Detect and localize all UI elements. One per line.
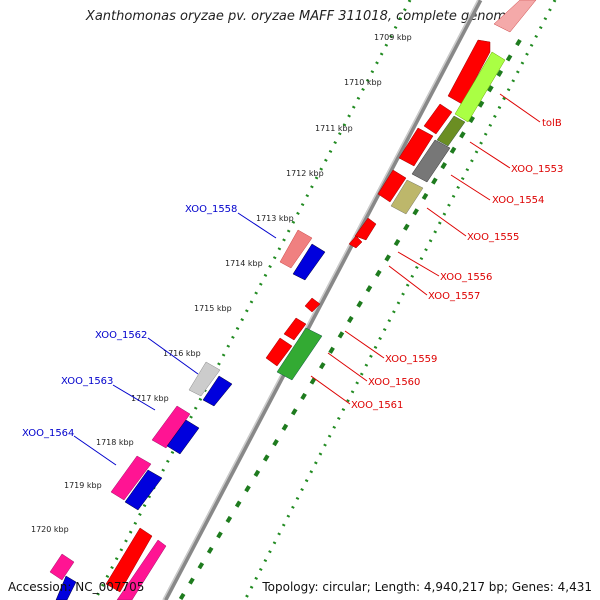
- forward-gene-arrow: [202, 375, 233, 407]
- reverse-gene-arrow: [105, 527, 153, 593]
- reverse-gene-arrow: [423, 103, 453, 135]
- tick-label: 1711 kbp: [315, 124, 353, 133]
- reverse-gene-arrow: [454, 51, 506, 123]
- tick-label: 1710 kbp: [344, 78, 382, 87]
- leader-line: [147, 337, 199, 375]
- leader-line: [73, 435, 117, 466]
- leader-line: [426, 207, 467, 237]
- forward-gene-arrow: [55, 575, 77, 600]
- leader-line: [499, 93, 541, 123]
- reverse-gene-arrow: [354, 217, 377, 241]
- topology-text: Topology: circular; Length: 4,940,217 bp…: [262, 580, 592, 594]
- reverse-gene-leaders: [310, 93, 541, 405]
- leader-line: [310, 375, 351, 405]
- genome-axis: [162, 0, 483, 600]
- forward-gene-arrow: [110, 455, 152, 501]
- leader-line: [344, 330, 385, 359]
- leader-line: [469, 141, 511, 169]
- tick-label: 1718 kbp: [96, 438, 134, 447]
- leader-line: [450, 174, 491, 201]
- leader-line: [327, 352, 368, 382]
- tick-label: 1720 kbp: [31, 525, 69, 534]
- reverse-gene-arrow: [283, 317, 307, 341]
- gene-label: XOO_1555: [467, 232, 519, 243]
- leader-line: [237, 212, 277, 239]
- reverse-gene-arrow: [304, 297, 321, 313]
- gene-label: XOO_1560: [368, 377, 420, 388]
- gene-label: XOO_1557: [428, 291, 480, 302]
- tick-label: 1715 kbp: [194, 304, 232, 313]
- tick-label: 1717 kbp: [131, 394, 169, 403]
- inner-dotted-track: [93, 0, 412, 600]
- reverse-gene-arrow: [265, 337, 293, 367]
- tick-label: 1713 kbp: [256, 214, 294, 223]
- tick-label: 1716 kbp: [163, 349, 201, 358]
- reverse-gene-arrow: [436, 115, 466, 147]
- gene-label: tolB: [542, 118, 562, 129]
- reverse-gene-arrow: [377, 169, 407, 203]
- reverse-gene-arrow: [398, 127, 434, 167]
- tick-label: 1714 kbp: [225, 259, 263, 268]
- forward-gene-arrow: [292, 243, 326, 281]
- forward-gene-arrow: [49, 553, 75, 581]
- leader-line: [388, 265, 428, 296]
- reverse-gene-arrow: [116, 539, 167, 600]
- accession-text: Accession: NC_007705: [8, 580, 145, 594]
- gene-label: XOO_1564: [22, 428, 74, 439]
- genome-axis-highlight: [162, 0, 479, 600]
- tick-label: 1712 kbp: [286, 169, 324, 178]
- reverse-gene-arrow: [411, 139, 451, 183]
- reverse-genes: [105, 0, 537, 600]
- gene-label: XOO_1559: [385, 354, 437, 365]
- genome-title: Xanthomonas oryzae pv. oryzae MAFF 31101…: [85, 9, 515, 24]
- forward-genes: [49, 229, 326, 600]
- forward-gene-arrow: [188, 361, 221, 397]
- gene-label: XOO_1563: [61, 376, 113, 387]
- reverse-gene-arrow: [447, 39, 491, 105]
- forward-gene-arrow: [166, 419, 200, 455]
- reverse-gene-arrow: [348, 235, 363, 249]
- leader-line: [112, 384, 156, 411]
- gene-label: XOO_1553: [511, 164, 563, 175]
- reverse-gene-labels: tolB XOO_1553 XOO_1554 XOO_1555 XOO_1556…: [351, 118, 563, 411]
- leader-line: [397, 251, 440, 277]
- forward-gene-labels: XOO_1558 XOO_1562 XOO_1563 XOO_1564: [22, 204, 237, 439]
- reverse-gene-arrow: [493, 0, 537, 33]
- reverse-gene-arrow: [276, 327, 323, 381]
- forward-gene-arrow: [124, 469, 163, 511]
- forward-gene-leaders: [73, 212, 277, 466]
- tick-labels: 1709 kbp 1710 kbp 1711 kbp 1712 kbp 1713…: [31, 33, 412, 534]
- tick-label: 1719 kbp: [64, 481, 102, 490]
- outer-dotted-track: [243, 0, 557, 600]
- gene-label: XOO_1558: [185, 204, 237, 215]
- gene-label: XOO_1556: [440, 272, 492, 283]
- forward-gene-arrow: [151, 405, 191, 449]
- reverse-gene-arrow: [390, 179, 424, 215]
- reverse-dashed-track: [178, 38, 522, 600]
- gene-label: XOO_1562: [95, 330, 147, 341]
- tick-label: 1709 kbp: [374, 33, 412, 42]
- gene-label: XOO_1561: [351, 400, 403, 411]
- forward-gene-arrow: [279, 229, 313, 269]
- gene-label: XOO_1554: [492, 195, 544, 206]
